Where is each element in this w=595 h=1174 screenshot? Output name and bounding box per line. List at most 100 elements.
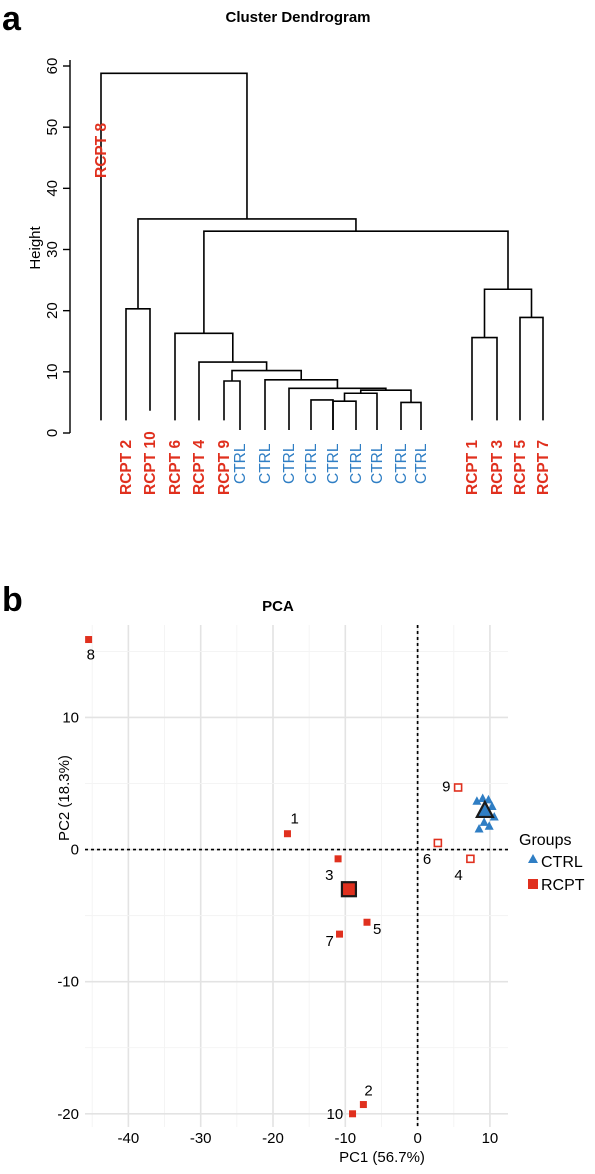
pca-y-tick-label: -10 bbox=[57, 974, 79, 991]
dendrogram-branch bbox=[100, 72, 248, 421]
dendrogram-branch bbox=[264, 378, 339, 430]
pca-point-label: 3 bbox=[325, 867, 333, 884]
dendrogram-y-tick-label: 30 bbox=[44, 241, 61, 258]
legend-rcpt-square-icon bbox=[528, 879, 538, 889]
dendrogram-panel: a Cluster Dendrogram Height 0 10 20 30 40 50 6… bbox=[2, 0, 552, 495]
dendrogram-y-tick-label: 10 bbox=[44, 363, 61, 380]
pca-point-rcpt bbox=[359, 1101, 367, 1109]
dendrogram-title: Cluster Dendrogram bbox=[225, 9, 370, 26]
dendrogram-leaf-label: RCPT 3 bbox=[489, 440, 506, 496]
dendrogram-y-tick-label: 50 bbox=[44, 119, 61, 136]
pca-y-tick-label: -20 bbox=[57, 1106, 79, 1123]
dendrogram-leaf-label: RCPT 2 bbox=[118, 440, 135, 495]
dendrogram-leaf-label: CTRL bbox=[281, 443, 298, 484]
dendrogram-leaf-label: CTRL bbox=[257, 443, 274, 484]
legend-title: Groups bbox=[519, 832, 571, 849]
pca-point-rcpt bbox=[453, 783, 463, 792]
pca-axis-ticks: -40 -30 -20 -10 0 10 -20 -10 0 10 bbox=[57, 709, 498, 1147]
pca-point-label: 6 bbox=[423, 851, 431, 868]
dendrogram-leaf-label: CTRL bbox=[325, 443, 342, 484]
pca-point-ctrl bbox=[484, 821, 494, 830]
legend-item-ctrl: CTRL bbox=[541, 854, 583, 871]
pca-point-rcpt bbox=[466, 854, 475, 864]
pca-x-tick-label: 0 bbox=[413, 1130, 421, 1147]
pca-point-rcpt bbox=[363, 918, 371, 926]
pca-point-ctrl bbox=[474, 823, 484, 833]
pca-centroid-ctrl bbox=[475, 799, 495, 819]
pca-title: PCA bbox=[262, 598, 294, 615]
pca-point-ctrl bbox=[483, 794, 493, 804]
dendrogram-y-ticks: 0 10 20 30 40 50 60 bbox=[44, 58, 70, 437]
pca-point-label: 4 bbox=[454, 867, 462, 884]
dendrogram-branch bbox=[343, 392, 378, 430]
dendrogram-leaf-label: CTRL bbox=[232, 443, 249, 484]
dendrogram-leaf-label: RCPT 4 bbox=[191, 440, 208, 496]
dendrogram-leaf-label: RCPT 1 bbox=[464, 440, 481, 496]
dendrogram-leaf-label: RCPT 10 bbox=[142, 431, 159, 495]
dendrogram-branch bbox=[483, 288, 533, 338]
dendrogram-leaf-label: RCPT 7 bbox=[535, 440, 552, 495]
panel-b-letter: b bbox=[2, 581, 23, 619]
dendrogram-branch bbox=[471, 336, 498, 421]
pca-point-label: 5 bbox=[373, 921, 381, 938]
dendrogram-branch bbox=[310, 399, 334, 430]
pca-point-label: 9 bbox=[442, 778, 450, 795]
dendrogram-branch bbox=[519, 316, 544, 421]
dendrogram-leaf-label: CTRL bbox=[369, 443, 386, 484]
dendrogram-y-tick-label: 0 bbox=[44, 429, 61, 437]
panel-a-letter: a bbox=[2, 0, 22, 38]
legend-item-rcpt: RCPT bbox=[541, 877, 585, 894]
pca-point-label: 7 bbox=[326, 933, 334, 950]
dendrogram-branch bbox=[137, 218, 357, 309]
pca-point-rcpt bbox=[433, 838, 443, 848]
pca-point-rcpt bbox=[85, 636, 93, 644]
pca-x-axis-label: PC1 (56.7%) bbox=[339, 1149, 425, 1166]
pca-point-label: 8 bbox=[87, 647, 95, 664]
pca-panel: b PCA -40 -30 -20 -10 0 10 -20 -10 0 10 PC1 (56.7… bbox=[2, 581, 585, 1166]
dendrogram-y-axis-label: Height bbox=[27, 225, 44, 269]
dendrogram-y-tick-label: 20 bbox=[44, 302, 61, 319]
pca-y-tick-label: 0 bbox=[71, 842, 79, 859]
dendrogram-tree bbox=[100, 72, 544, 430]
dendrogram-branch bbox=[332, 400, 357, 430]
pca-centroids bbox=[340, 799, 495, 898]
dendrogram-leaf-label: RCPT 8 bbox=[93, 123, 110, 179]
pca-grid bbox=[85, 625, 508, 1127]
pca-point-label: 1 bbox=[290, 811, 298, 828]
pca-x-tick-label: -20 bbox=[262, 1130, 284, 1147]
pca-point-ctrl bbox=[479, 817, 489, 826]
pca-centroid-rcpt bbox=[340, 881, 358, 898]
pca-x-tick-label: -10 bbox=[334, 1130, 356, 1147]
dendrogram-leaf-label: RCPT 9 bbox=[216, 440, 233, 496]
legend-ctrl-triangle-icon bbox=[528, 854, 538, 863]
dendrogram-branch bbox=[288, 387, 387, 430]
dendrogram-branch bbox=[203, 230, 509, 334]
pca-point-label: 10 bbox=[327, 1106, 344, 1123]
pca-point-rcpt bbox=[334, 855, 342, 863]
pca-point-rcpt bbox=[336, 930, 344, 938]
pca-reference-lines bbox=[85, 625, 508, 1127]
pca-x-tick-label: -30 bbox=[190, 1130, 212, 1147]
dendrogram-branch bbox=[359, 389, 412, 403]
pca-x-tick-label: -40 bbox=[118, 1130, 140, 1147]
pca-point-ctrl bbox=[489, 812, 499, 821]
dendrogram-leaf-label: CTRL bbox=[303, 443, 320, 484]
dendrogram-leaf-label: RCPT 6 bbox=[167, 440, 184, 496]
pca-y-axis-label: PC2 (18.3%) bbox=[56, 755, 73, 841]
dendrogram-branch bbox=[400, 401, 422, 430]
pca-point-rcpt bbox=[283, 830, 291, 838]
pca-legend: Groups CTRL RCPT bbox=[519, 832, 585, 894]
pca-point-ctrl bbox=[487, 801, 497, 810]
pca-point-label: 2 bbox=[364, 1083, 372, 1100]
dendrogram-y-tick-label: 60 bbox=[44, 58, 61, 75]
dendrogram-leaf-label: CTRL bbox=[393, 443, 410, 484]
dendrogram-branch bbox=[198, 361, 268, 421]
pca-point-labels: 1 2 3 4 5 6 7 8 9 10 bbox=[87, 647, 463, 1123]
pca-points bbox=[85, 636, 499, 1118]
dendrogram-y-tick-label: 40 bbox=[44, 180, 61, 197]
dendrogram-leaf-label: CTRL bbox=[348, 443, 365, 484]
pca-point-rcpt bbox=[349, 1110, 357, 1118]
pca-y-tick-label: 10 bbox=[62, 709, 79, 726]
